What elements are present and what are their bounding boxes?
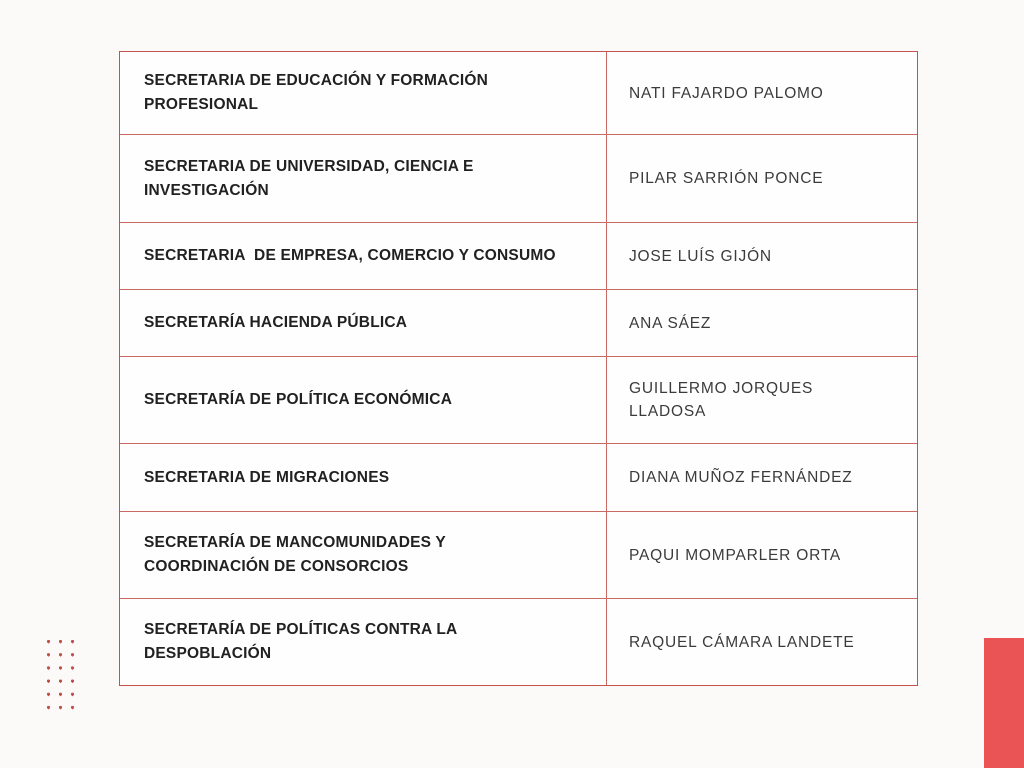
secretariat-cell: SECRETARÍA DE POLÍTICAS CONTRA LA DESPOB… (144, 621, 458, 662)
person-name-cell: NATI FAJARDO PALOMO (606, 52, 917, 134)
decorative-dot-grid (46, 639, 75, 710)
table-row: SECRETARIA DE MIGRACIONES DIANA MUÑOZ FE… (120, 443, 917, 511)
person-name-cell: DIANA MUÑOZ FERNÁNDEZ (606, 444, 917, 511)
secretariat-cell: SECRETARÍA HACIENDA PÚBLICA (144, 314, 408, 331)
person-name-cell: PILAR SARRIÓN PONCE (606, 135, 917, 222)
table-row: SECRETARIA DE UNIVERSIDAD, CIENCIA E INV… (120, 134, 917, 222)
person-name-cell: ANA SÁEZ (606, 290, 917, 356)
person-name-cell: GUILLERMO JORQUES LLADOSA (606, 357, 917, 443)
secretariat-cell: SECRETARIA DE MIGRACIONES (144, 468, 390, 486)
secretariat-cell: SECRETARÍA DE POLÍTICA ECONÓMICA (144, 391, 453, 408)
table-row: SECRETARÍA HACIENDA PÚBLICA ANA SÁEZ (120, 289, 917, 356)
table-row: SECRETARIA DE EMPRESA, COMERCIO Y CONSUM… (120, 222, 917, 289)
secretariat-cell: SECRETARIA DE EDUCACIÓN Y FORMACIÓN PROF… (144, 72, 489, 113)
table-row: SECRETARÍA DE MANCOMUNIDADES Y COORDINAC… (120, 511, 917, 598)
person-name-cell: RAQUEL CÁMARA LANDETE (606, 599, 917, 685)
person-name-cell: JOSE LUÍS GIJÓN (606, 223, 917, 289)
table-row: SECRETARÍA DE POLÍTICAS CONTRA LA DESPOB… (120, 598, 917, 685)
secretariat-cell: SECRETARIA DE EMPRESA, COMERCIO Y CONSUM… (144, 247, 556, 264)
secretariat-cell: SECRETARIA DE UNIVERSIDAD, CIENCIA E INV… (144, 157, 474, 199)
person-name-cell: PAQUI MOMPARLER ORTA (606, 512, 917, 598)
table-row: SECRETARIA DE EDUCACIÓN Y FORMACIÓN PROF… (120, 52, 917, 134)
secretariat-cell: SECRETARÍA DE MANCOMUNIDADES Y COORDINAC… (144, 534, 446, 575)
secretariats-table: SECRETARIA DE EDUCACIÓN Y FORMACIÓN PROF… (119, 51, 918, 686)
decorative-red-rectangle (984, 638, 1024, 768)
table-row: SECRETARÍA DE POLÍTICA ECONÓMICA GUILLER… (120, 356, 917, 443)
